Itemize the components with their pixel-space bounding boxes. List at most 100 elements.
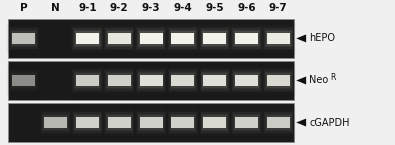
Bar — [6, 22, 42, 55]
Bar — [231, 69, 261, 92]
Bar — [104, 27, 134, 50]
Bar — [137, 112, 165, 133]
Bar — [234, 73, 259, 88]
Bar — [8, 103, 294, 142]
Bar — [199, 67, 231, 94]
Bar — [264, 28, 293, 49]
Bar — [235, 33, 258, 44]
Bar — [76, 117, 99, 128]
Bar — [74, 72, 101, 89]
Bar — [134, 108, 168, 137]
Bar — [198, 66, 232, 95]
Bar — [133, 106, 169, 139]
Bar — [138, 30, 164, 47]
Bar — [12, 75, 35, 86]
Bar — [235, 75, 258, 86]
Bar — [136, 111, 166, 134]
Bar — [229, 66, 263, 95]
Bar — [70, 24, 104, 53]
Bar — [75, 73, 100, 88]
Bar — [75, 31, 100, 46]
Bar — [199, 111, 230, 134]
Bar — [201, 114, 228, 131]
Bar — [202, 31, 227, 46]
Bar — [169, 28, 197, 49]
Bar — [233, 30, 260, 47]
Text: 9-5: 9-5 — [205, 3, 224, 13]
Bar — [9, 27, 39, 50]
Bar — [171, 75, 194, 86]
Bar — [229, 106, 264, 139]
Bar — [138, 114, 164, 131]
Bar — [72, 27, 103, 50]
Bar — [229, 24, 263, 53]
Bar — [261, 108, 295, 137]
Text: 9-2: 9-2 — [110, 3, 129, 13]
Bar — [136, 69, 166, 92]
Bar — [169, 114, 196, 131]
Text: 9-7: 9-7 — [269, 3, 288, 13]
Bar — [171, 117, 194, 128]
Bar — [262, 109, 294, 136]
Bar — [229, 22, 264, 55]
Bar — [136, 27, 166, 50]
Bar — [76, 33, 99, 44]
Bar — [139, 115, 164, 130]
Bar — [103, 109, 135, 136]
Bar — [11, 31, 36, 46]
Bar — [134, 66, 168, 95]
Bar — [73, 70, 102, 91]
Bar — [167, 109, 199, 136]
Bar — [199, 109, 231, 136]
Bar — [9, 69, 39, 92]
Bar — [202, 73, 227, 88]
Bar — [70, 108, 104, 137]
Bar — [108, 33, 131, 44]
Bar — [70, 64, 105, 97]
Bar — [7, 24, 41, 53]
Bar — [76, 75, 99, 86]
Bar — [165, 64, 201, 97]
Bar — [44, 117, 67, 128]
Bar — [108, 33, 131, 44]
Bar — [171, 115, 195, 130]
Bar — [267, 75, 290, 86]
Bar — [169, 112, 197, 133]
Bar — [263, 27, 293, 50]
Bar — [134, 24, 168, 53]
Polygon shape — [296, 77, 306, 84]
Bar — [197, 106, 233, 139]
Bar — [203, 75, 226, 86]
Text: 9-4: 9-4 — [173, 3, 192, 13]
Bar — [7, 66, 41, 95]
Bar — [74, 30, 101, 47]
Bar — [229, 108, 263, 137]
Text: R: R — [330, 73, 335, 82]
Bar — [265, 72, 292, 89]
Bar — [264, 112, 293, 133]
Bar — [135, 67, 167, 94]
Bar — [199, 27, 230, 50]
Bar — [140, 117, 163, 128]
Text: 9-6: 9-6 — [237, 3, 256, 13]
Bar — [267, 33, 290, 44]
Bar — [140, 75, 163, 86]
Bar — [234, 115, 259, 130]
Bar — [12, 33, 35, 44]
Bar — [70, 66, 104, 95]
Bar — [38, 106, 73, 139]
Bar — [169, 72, 196, 89]
Bar — [235, 117, 258, 128]
Bar — [102, 24, 136, 53]
Bar — [9, 70, 38, 91]
Bar — [103, 25, 135, 52]
Bar — [199, 69, 230, 92]
Bar — [73, 112, 102, 133]
Bar — [260, 22, 296, 55]
Bar — [169, 70, 197, 91]
Polygon shape — [296, 119, 306, 126]
Bar — [231, 67, 263, 94]
Bar — [135, 109, 167, 136]
Bar — [102, 22, 137, 55]
Bar — [263, 111, 293, 134]
